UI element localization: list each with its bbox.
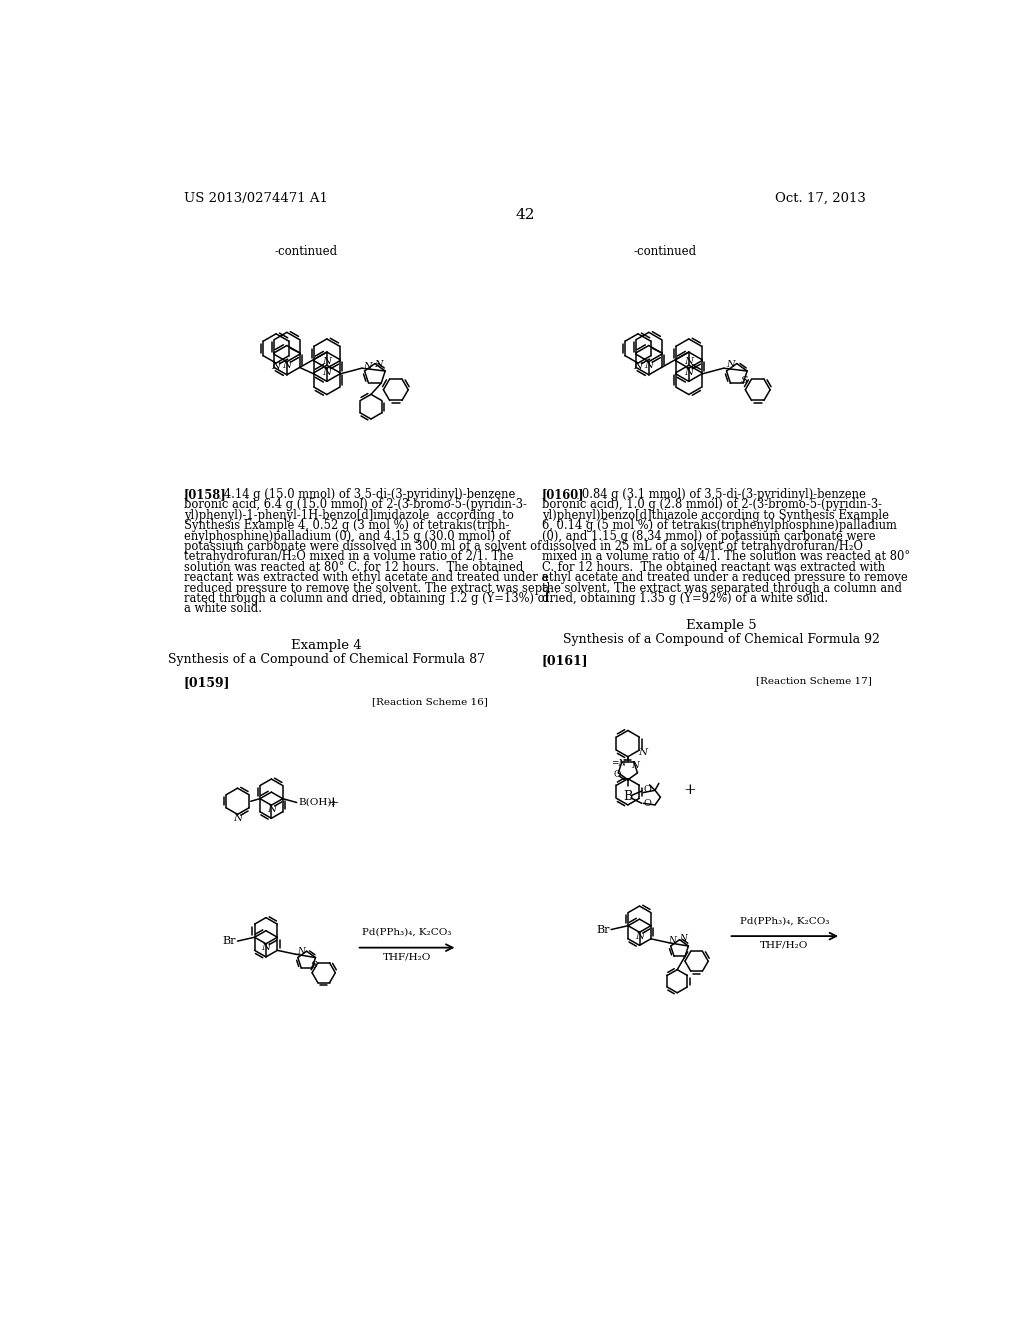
Text: reduced pressure to remove the solvent. The extract was sepa-: reduced pressure to remove the solvent. … xyxy=(183,582,553,594)
Text: -continued: -continued xyxy=(274,244,338,257)
Text: N: N xyxy=(635,932,644,941)
Text: N: N xyxy=(644,360,653,370)
Text: N: N xyxy=(375,360,383,368)
Text: =N: =N xyxy=(611,759,627,768)
Text: Example 5: Example 5 xyxy=(686,619,757,632)
Text: (0), and 1.15 g (8.34 mmol) of potassium carbonate were: (0), and 1.15 g (8.34 mmol) of potassium… xyxy=(542,529,876,543)
Text: THF/H₂O: THF/H₂O xyxy=(383,952,431,961)
Text: tetrahydrofuran/H₂O mixed in a volume ratio of 2/1. The: tetrahydrofuran/H₂O mixed in a volume ra… xyxy=(183,550,513,564)
Text: N: N xyxy=(680,935,687,944)
Text: N: N xyxy=(684,356,693,366)
Text: 4.14 g (15.0 mmol) of 3,5-di-(3-pyridinyl)-benzene: 4.14 g (15.0 mmol) of 3,5-di-(3-pyridiny… xyxy=(213,488,516,502)
Text: solution was reacted at 80° C. for 12 hours.  The obtained: solution was reacted at 80° C. for 12 ho… xyxy=(183,561,523,574)
Text: C. for 12 hours.  The obtained reactant was extracted with: C. for 12 hours. The obtained reactant w… xyxy=(542,561,885,574)
Text: N: N xyxy=(323,367,332,376)
Text: 0.84 g (3.1 mmol) of 3,5-di-(3-pyridinyl)-benzene: 0.84 g (3.1 mmol) of 3,5-di-(3-pyridinyl… xyxy=(571,488,866,502)
Text: Example 4: Example 4 xyxy=(291,639,361,652)
Text: N: N xyxy=(634,363,642,371)
Text: B(OH)₂: B(OH)₂ xyxy=(298,799,336,807)
Text: potassium carbonate were dissolved in 300 ml of a solvent of: potassium carbonate were dissolved in 30… xyxy=(183,540,541,553)
Text: [0160]: [0160] xyxy=(542,488,585,502)
Text: N: N xyxy=(631,762,639,771)
Text: N: N xyxy=(283,360,292,370)
Text: Synthesis of a Compound of Chemical Formula 92: Synthesis of a Compound of Chemical Form… xyxy=(563,632,880,645)
Text: Pd(PPh₃)₄, K₂CO₃: Pd(PPh₃)₄, K₂CO₃ xyxy=(362,928,452,937)
Text: N: N xyxy=(669,936,677,945)
Text: boronic acid, 6.4 g (15.0 mmol) of 2-(3-bromo-5-(pyridin-3-: boronic acid, 6.4 g (15.0 mmol) of 2-(3-… xyxy=(183,499,526,511)
Text: 42: 42 xyxy=(515,209,535,222)
Text: O: O xyxy=(643,799,651,808)
Text: a white solid.: a white solid. xyxy=(183,602,262,615)
Text: N: N xyxy=(638,747,647,756)
Text: US 2013/0274471 A1: US 2013/0274471 A1 xyxy=(183,191,328,205)
Text: yl)phenyl)benzo[d]thiazole according to Synthesis Example: yl)phenyl)benzo[d]thiazole according to … xyxy=(542,508,889,521)
Text: N: N xyxy=(362,362,372,371)
Text: Br: Br xyxy=(596,924,609,935)
Text: -continued: -continued xyxy=(634,244,696,257)
Text: N: N xyxy=(271,363,281,371)
Text: N: N xyxy=(267,805,275,813)
Text: N: N xyxy=(261,944,270,952)
Text: dissolved in 25 mL of a solvent of tetrahydrofuran/H₂O: dissolved in 25 mL of a solvent of tetra… xyxy=(542,540,863,553)
Text: reactant was extracted with ethyl acetate and treated under a: reactant was extracted with ethyl acetat… xyxy=(183,572,548,585)
Text: dried, obtaining 1.35 g (Y=92%) of a white solid.: dried, obtaining 1.35 g (Y=92%) of a whi… xyxy=(542,591,828,605)
Text: [0158]: [0158] xyxy=(183,488,226,502)
Text: N: N xyxy=(233,813,242,822)
Text: Synthesis Example 4, 0.52 g (3 mol %) of tetrakis(triph-: Synthesis Example 4, 0.52 g (3 mol %) of… xyxy=(183,519,509,532)
Text: S: S xyxy=(741,376,749,385)
Text: 6, 0.14 g (5 mol %) of tetrakis(triphenylphosphine)palladium: 6, 0.14 g (5 mol %) of tetrakis(tripheny… xyxy=(542,519,897,532)
Text: THF/H₂O: THF/H₂O xyxy=(760,941,809,949)
Text: S: S xyxy=(310,961,317,970)
Text: rated through a column and dried, obtaining 1.2 g (Y=13%) of: rated through a column and dried, obtain… xyxy=(183,591,549,605)
Text: Pd(PPh₃)₄, K₂CO₃: Pd(PPh₃)₄, K₂CO₃ xyxy=(739,916,829,925)
Text: O: O xyxy=(643,785,651,795)
Text: [0161]: [0161] xyxy=(542,655,589,668)
Text: [Reaction Scheme 17]: [Reaction Scheme 17] xyxy=(756,676,872,685)
Text: +: + xyxy=(683,783,696,797)
Text: N: N xyxy=(726,360,735,368)
Text: N: N xyxy=(684,367,693,376)
Text: Br: Br xyxy=(222,936,236,946)
Text: [Reaction Scheme 16]: [Reaction Scheme 16] xyxy=(373,697,488,706)
Text: ethyl acetate and treated under a reduced pressure to remove: ethyl acetate and treated under a reduce… xyxy=(542,572,907,585)
Text: Oct. 17, 2013: Oct. 17, 2013 xyxy=(775,191,866,205)
Text: +: + xyxy=(327,796,340,809)
Text: N: N xyxy=(323,356,332,366)
Text: boronic acid), 1.0 g (2.8 mmol) of 2-(3-bromo-5-(pyridin-3-: boronic acid), 1.0 g (2.8 mmol) of 2-(3-… xyxy=(542,499,882,511)
Text: B: B xyxy=(624,791,633,804)
Text: O: O xyxy=(613,770,621,779)
Text: Synthesis of a Compound of Chemical Formula 87: Synthesis of a Compound of Chemical Form… xyxy=(168,653,485,665)
Text: enylphosphine)palladium (0), and 4.15 g (30.0 mmol) of: enylphosphine)palladium (0), and 4.15 g … xyxy=(183,529,510,543)
Text: the solvent. The extract was separated through a column and: the solvent. The extract was separated t… xyxy=(542,582,902,594)
Text: mixed in a volume ratio of 4/1. The solution was reacted at 80°: mixed in a volume ratio of 4/1. The solu… xyxy=(542,550,910,564)
Text: yl)phenyl)-1-phenyl-1H-benzo[d]imidazole  according  to: yl)phenyl)-1-phenyl-1H-benzo[d]imidazole… xyxy=(183,508,514,521)
Text: N: N xyxy=(297,948,305,957)
Text: [0159]: [0159] xyxy=(183,676,230,689)
